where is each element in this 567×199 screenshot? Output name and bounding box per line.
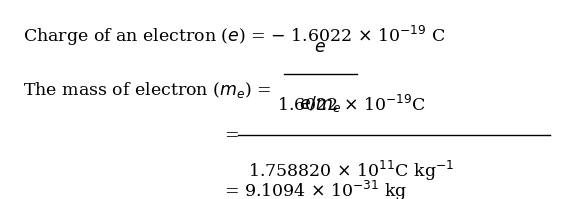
Text: 1.758820 $\times$ 10$^{11}$C kg$^{-1}$: 1.758820 $\times$ 10$^{11}$C kg$^{-1}$	[248, 159, 455, 183]
Text: $e/m_e$: $e/m_e$	[299, 94, 341, 114]
Text: =: =	[224, 127, 239, 144]
Text: 1.6022 $\times$ 10$^{-19}$C: 1.6022 $\times$ 10$^{-19}$C	[277, 95, 426, 115]
Text: The mass of electron ($m_e$) =: The mass of electron ($m_e$) =	[23, 80, 271, 100]
Text: = 9.1094 $\times$ 10$^{-31}$ kg: = 9.1094 $\times$ 10$^{-31}$ kg	[224, 179, 408, 199]
Text: Charge of an electron ($e$) = $-$ 1.6022 $\times$ 10$^{-19}$ C: Charge of an electron ($e$) = $-$ 1.6022…	[23, 24, 445, 48]
Text: $e$: $e$	[314, 39, 327, 56]
